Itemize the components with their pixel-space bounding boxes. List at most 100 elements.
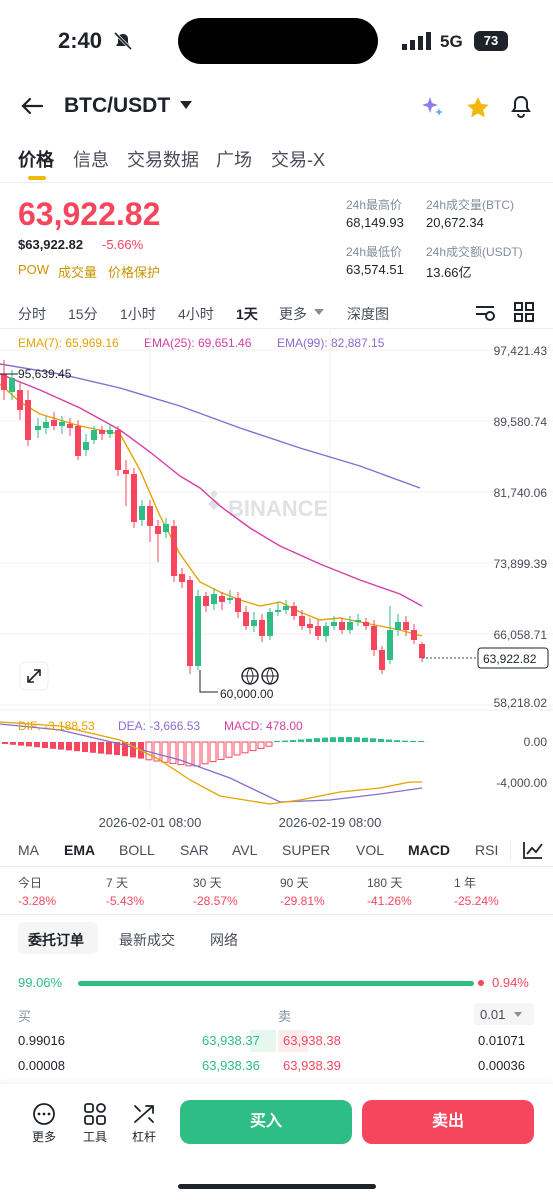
dif-legend: DIF: -3,188.53: [18, 719, 95, 733]
ind-rsi[interactable]: RSI: [475, 842, 499, 858]
ind-sar[interactable]: SAR: [180, 842, 209, 858]
perf-label: 今日: [18, 876, 43, 890]
buy-button[interactable]: 买入: [180, 1100, 352, 1144]
tf-line[interactable]: 分时: [18, 306, 46, 322]
price-chart[interactable]: BINANCE 95,639.45 60,000.00 63,922.82 97…: [0, 330, 553, 830]
candle-body: [227, 598, 233, 600]
globe-icon[interactable]: [241, 667, 279, 685]
precision-select[interactable]: [474, 1003, 534, 1025]
tools-label[interactable]: 工具: [82, 1130, 107, 1144]
tab-square[interactable]: 广场: [216, 150, 252, 170]
low-marker-line: [199, 670, 218, 693]
chart-settings-icon[interactable]: [474, 302, 496, 322]
macd-bar: [249, 741, 257, 752]
macd-bar: [386, 739, 392, 742]
back-arrow-icon[interactable]: [20, 96, 44, 116]
macd-bar: [34, 742, 40, 748]
tf-depth[interactable]: 深度图: [347, 306, 389, 322]
favorite-star-icon[interactable]: [465, 95, 491, 121]
ind-super[interactable]: SUPER: [282, 842, 331, 858]
ind-boll[interactable]: BOLL: [119, 842, 155, 858]
candle-body: [139, 506, 145, 520]
tab-trade-data[interactable]: 交易数据: [127, 150, 199, 170]
tf-15m[interactable]: 15分: [68, 306, 98, 322]
candle-body: [379, 650, 385, 670]
divider: [510, 840, 511, 860]
ind-ema[interactable]: EMA: [64, 842, 96, 858]
more-chevron-icon[interactable]: [314, 309, 324, 315]
ask-price[interactable]: 63,938.38: [283, 1033, 341, 1048]
precision-value: 0.01: [480, 1007, 506, 1022]
chevron-down-icon[interactable]: [180, 101, 192, 109]
candle-body: [243, 612, 249, 626]
ind-avl[interactable]: AVL: [232, 842, 258, 858]
pair-title[interactable]: BTC/USDT: [64, 94, 171, 117]
more-label[interactable]: 更多: [31, 1130, 56, 1144]
ind-ma[interactable]: MA: [18, 842, 39, 858]
tf-1d[interactable]: 1天: [236, 306, 258, 322]
last-price-tag-box: [477, 647, 549, 669]
grid-layout-icon[interactable]: [514, 302, 534, 322]
tf-4h[interactable]: 4小时: [178, 306, 214, 322]
tag-volume[interactable]: 成交量: [58, 265, 98, 280]
more-icon[interactable]: [29, 1102, 59, 1126]
price-change: -5.66%: [102, 237, 144, 252]
macd-bar: [42, 742, 48, 748]
macd-bar: [290, 740, 296, 742]
tag-pow[interactable]: POW: [18, 262, 50, 277]
leverage-icon[interactable]: [129, 1102, 159, 1126]
candle-body: [195, 596, 201, 666]
macd-bar: [354, 737, 360, 742]
ind-vol[interactable]: VOL: [356, 842, 385, 858]
tab-trade-x[interactable]: 交易-X: [271, 150, 325, 170]
bid-qty: 0.00008: [18, 1058, 65, 1073]
expand-icon[interactable]: [19, 661, 49, 691]
dif-line: [0, 721, 422, 805]
candle-body: [315, 626, 321, 636]
macd-bar: [98, 742, 104, 754]
candle-body: [283, 606, 289, 610]
candle-body: [35, 426, 41, 430]
tab-orderbook[interactable]: 委托订单: [28, 932, 84, 948]
ai-sparkle-icon[interactable]: [420, 95, 446, 121]
leverage-label[interactable]: 杠杆: [131, 1130, 156, 1144]
bid-price[interactable]: 63,938.36: [202, 1058, 260, 1073]
tab-info[interactable]: 信息: [73, 150, 109, 170]
tab-trades[interactable]: 最新成交: [119, 932, 175, 948]
ind-macd[interactable]: MACD: [408, 842, 450, 858]
y-tick: 81,740.06: [494, 486, 548, 500]
candle-body: [91, 430, 97, 440]
sell-button[interactable]: 卖出: [362, 1100, 534, 1144]
vol-usdt-label: 24h成交额(USDT): [426, 245, 523, 259]
macd-bar: [217, 741, 225, 760]
bell-icon[interactable]: [509, 94, 533, 120]
last-price: 63,922.82: [18, 196, 161, 232]
tools-icon[interactable]: [80, 1102, 110, 1126]
perf-value: -5.43%: [106, 894, 145, 908]
network-label: 5G: [440, 32, 463, 51]
macd-bar: [66, 742, 72, 751]
tf-1h[interactable]: 1小时: [120, 306, 156, 322]
macd-bar: [241, 741, 249, 754]
divider: [0, 182, 553, 183]
candle-body: [395, 622, 401, 630]
binance-watermark: BINANCE: [208, 490, 328, 521]
active-tab-bg: [18, 922, 98, 954]
ask-price[interactable]: 63,938.39: [283, 1058, 341, 1073]
dea-line: [0, 723, 423, 803]
macd-bar: [153, 741, 161, 762]
tag-price-protect[interactable]: 价格保护: [108, 265, 161, 280]
tab-price[interactable]: 价格: [18, 150, 54, 170]
tf-more[interactable]: 更多: [279, 306, 307, 322]
y-tick: 66,058.71: [494, 628, 548, 642]
bid-price[interactable]: 63,938.37: [202, 1033, 260, 1048]
macd-bar: [225, 741, 233, 758]
low-marker-label: 60,000.00: [220, 687, 274, 701]
indicator-settings-icon[interactable]: [522, 840, 544, 860]
sell-column-label: 卖: [278, 1009, 292, 1024]
battery-indicator: 73: [474, 31, 508, 51]
macd-bar: [50, 742, 56, 749]
tab-network[interactable]: 网络: [210, 932, 238, 948]
macd-bar: [130, 742, 136, 758]
perf-label: 180 天: [367, 876, 403, 890]
